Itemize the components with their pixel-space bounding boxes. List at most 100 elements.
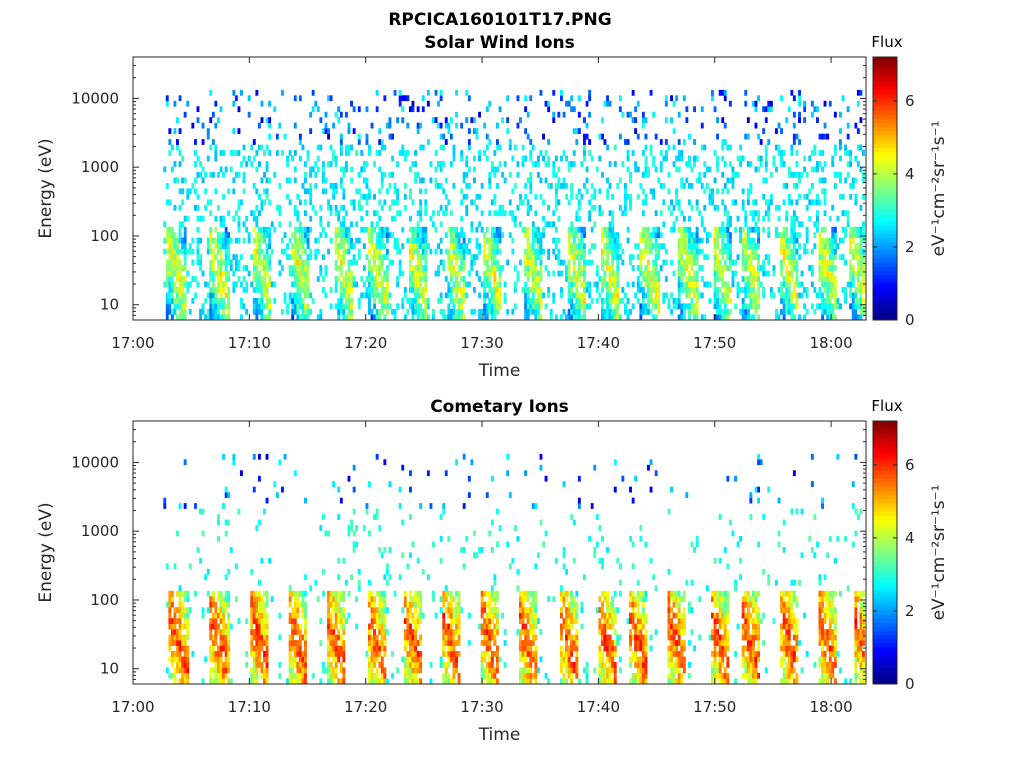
spectrogram-cell <box>334 243 338 249</box>
spectrogram-cell <box>496 667 499 674</box>
spectrogram-cell <box>647 281 650 288</box>
spectrogram-cell <box>298 287 302 293</box>
spectrogram-cell <box>219 287 223 293</box>
spectrogram-cell <box>181 188 185 195</box>
spectrogram-cell <box>419 612 423 619</box>
spectrogram-cell <box>496 623 499 630</box>
spectrogram-cell <box>490 270 494 277</box>
spectrogram-cell <box>513 281 517 288</box>
spectrogram-cell <box>657 226 661 233</box>
spectrogram-cell <box>293 303 297 310</box>
spectrogram-cell <box>293 640 297 646</box>
spectrogram-cell <box>409 607 412 613</box>
spectrogram-cell <box>258 623 261 630</box>
spectrogram-cell <box>833 254 837 260</box>
spectrogram-cell <box>378 525 382 531</box>
spectrogram-cell <box>258 601 261 608</box>
spectrogram-cell <box>357 106 361 113</box>
colorbar-segment <box>873 233 897 239</box>
spectrogram-cell <box>265 453 269 460</box>
spectrogram-cell <box>775 128 778 134</box>
spectrogram-cell <box>613 292 617 299</box>
spectrogram-cell <box>278 634 282 641</box>
spectrogram-cell <box>301 667 305 674</box>
spectrogram-cell <box>554 314 558 321</box>
spectrogram-cell <box>237 276 241 282</box>
spectrogram-cell <box>178 276 182 282</box>
spectrogram-cell <box>419 678 423 685</box>
spectrogram-cell <box>547 100 551 107</box>
spectrogram-cell <box>685 303 689 310</box>
spectrogram-cell <box>575 243 579 249</box>
spectrogram-cell <box>654 248 658 255</box>
spectrogram-cell <box>309 226 313 233</box>
spectrogram-cell <box>342 656 346 663</box>
spectrogram-cell <box>306 292 310 299</box>
spectrogram-cell <box>603 139 607 145</box>
spectrogram-cell <box>414 640 417 646</box>
spectrogram-cell <box>178 259 182 266</box>
spectrogram-cell <box>380 298 384 304</box>
spectrogram-cell <box>792 95 796 102</box>
spectrogram-cell <box>485 144 489 151</box>
spectrogram-cell <box>598 188 602 195</box>
spectrogram-cell <box>703 204 707 211</box>
spectrogram-cell <box>373 634 376 641</box>
spectrogram-cell <box>342 292 346 299</box>
spectrogram-cell <box>178 634 182 641</box>
spectrogram-cell <box>713 204 717 211</box>
spectrogram-cell <box>373 596 376 602</box>
spectrogram-cell <box>242 221 246 228</box>
spectrogram-cell <box>467 281 471 288</box>
spectrogram-cell <box>462 314 466 321</box>
spectrogram-cell <box>219 645 223 652</box>
spectrogram-cell <box>757 243 760 249</box>
spectrogram-cell <box>258 210 261 217</box>
spectrogram-cell <box>644 248 648 255</box>
spectrogram-cell <box>851 232 855 238</box>
spectrogram-cell <box>700 314 704 321</box>
spectrogram-cell <box>380 276 384 282</box>
spectrogram-cell <box>334 590 338 597</box>
spectrogram-cell <box>240 298 243 304</box>
spectrogram-cell <box>332 651 336 657</box>
spectrogram-cell <box>690 265 694 271</box>
spectrogram-cell <box>365 199 369 206</box>
spectrogram-cell <box>792 111 796 118</box>
spectrogram-cell <box>250 568 254 575</box>
spectrogram-cell <box>209 678 213 685</box>
spectrogram-cell <box>693 287 696 293</box>
spectrogram-cell <box>718 226 722 233</box>
spectrogram-cell <box>416 612 420 619</box>
spectrogram-cell <box>785 292 789 299</box>
spectrogram-cell <box>222 150 225 156</box>
spectrogram-cell <box>531 287 535 293</box>
spectrogram-cell <box>675 188 679 195</box>
spectrogram-cell <box>337 596 341 602</box>
spectrogram-cell <box>168 590 172 597</box>
spectrogram-cell <box>493 226 497 233</box>
spectrogram-cell <box>785 183 789 189</box>
spectrogram-cell <box>314 254 318 260</box>
spectrogram-cell <box>677 139 681 145</box>
spectrogram-cell <box>365 210 369 217</box>
spectrogram-cell <box>314 161 318 167</box>
spectrogram-cell <box>854 199 858 206</box>
spectrogram-cell <box>337 645 341 652</box>
spectrogram-cell <box>580 232 584 238</box>
spectrogram-cell <box>728 215 732 222</box>
spectrogram-cell <box>634 117 638 123</box>
spectrogram-cell <box>785 232 789 238</box>
spectrogram-cell <box>419 651 423 657</box>
spectrogram-cell <box>682 248 686 255</box>
spectrogram-cell <box>839 303 842 310</box>
spectrogram-cell <box>191 183 195 189</box>
spectrogram-cell <box>716 188 719 195</box>
spectrogram-cell <box>713 106 717 113</box>
spectrogram-cell <box>314 100 318 107</box>
spectrogram-cell <box>644 144 648 151</box>
spectrogram-cell <box>183 656 187 663</box>
spectrogram-cell <box>762 265 766 271</box>
spectrogram-cell <box>409 270 412 277</box>
spectrogram-cell <box>557 259 561 266</box>
